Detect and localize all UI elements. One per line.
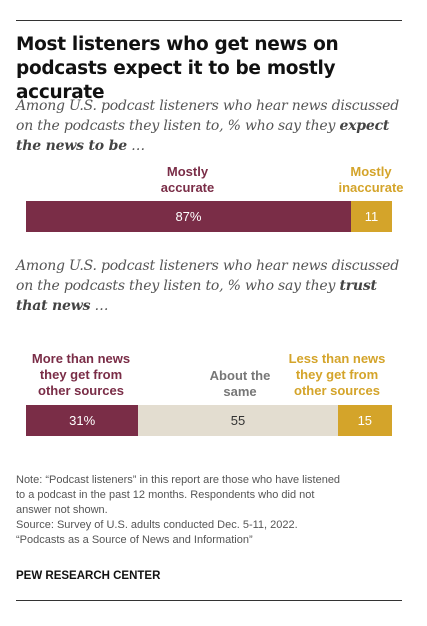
subtitle-trust-bold: trust that news: [16, 278, 377, 314]
subtitle-expect-text: Among U.S. podcast listeners who hear ne…: [16, 98, 399, 134]
subtitle-trust-text: Among U.S. podcast listeners who hear ne…: [16, 258, 399, 294]
top-rule: [16, 20, 402, 21]
chart-title: Most listeners who get news on podcasts …: [16, 33, 416, 105]
bar-trust: 31% 55 15: [26, 405, 392, 436]
subtitle-expect: Among U.S. podcast listeners who hear ne…: [16, 96, 411, 156]
label-about-the-same: About the same: [209, 368, 271, 399]
label-less-than-news: Less than news they get from other sourc…: [288, 351, 386, 398]
note-line: answer not shown.: [16, 504, 108, 516]
bar-expect: 87% 11: [26, 201, 392, 232]
note-source: Note: “Podcast listeners” in this report…: [16, 473, 411, 548]
label-mostly-inaccurate: Mostly inaccurate: [338, 164, 404, 195]
subtitle-expect-bold: expect the news to be: [16, 118, 390, 154]
subtitle-trust: Among U.S. podcast listeners who hear ne…: [16, 256, 411, 316]
note-line: Note: “Podcast listeners” in this report…: [16, 474, 341, 486]
title-line-1: Most listeners who get news on: [16, 34, 339, 55]
subtitle-trust-end: …: [90, 298, 109, 314]
note-line: “Podcasts as a Source of News and Inform…: [16, 534, 253, 546]
label-more-than-news: More than news they get from other sourc…: [31, 351, 131, 398]
brand-label: PEW RESEARCH CENTER: [16, 570, 161, 582]
note-line: to a podcast in the past 12 months. Resp…: [16, 489, 315, 501]
bar-segment-more-than-news: 31%: [26, 405, 139, 436]
label-mostly-accurate: Mostly accurate: [160, 164, 215, 195]
title-line-2: podcasts expect it to be mostly accurate: [16, 58, 336, 103]
note-line: Source: Survey of U.S. adults conducted …: [16, 519, 298, 531]
bar-segment-about-the-same: 55: [138, 405, 338, 436]
bar-segment-less-than-news: 15: [337, 405, 392, 436]
bar-segment-mostly-inaccurate: 11: [350, 201, 392, 232]
subtitle-expect-end: …: [126, 138, 145, 154]
bar-segment-mostly-accurate: 87%: [26, 201, 351, 232]
bottom-rule: [16, 600, 402, 601]
